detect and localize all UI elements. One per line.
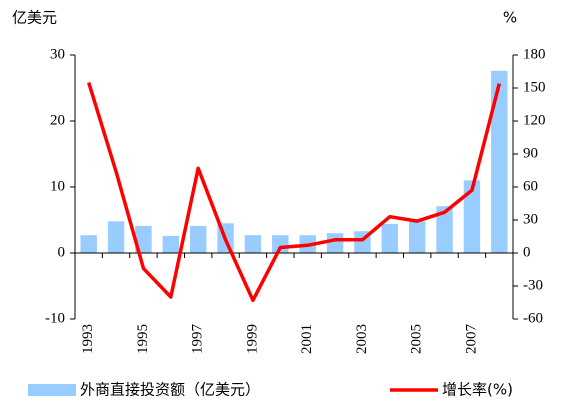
y2-tick-label: 30 — [523, 211, 538, 227]
y-tick-label: 0 — [58, 244, 66, 260]
y2-tick-label: 0 — [523, 244, 531, 260]
x-tick-label: 1999 — [244, 324, 260, 354]
y2-tick-label: 90 — [523, 145, 538, 161]
bar — [436, 206, 453, 253]
bar — [135, 225, 152, 253]
bar — [162, 235, 180, 253]
x-tick-label: 1993 — [80, 324, 96, 354]
y2-axis-title: % — [503, 9, 517, 27]
bar — [244, 235, 262, 253]
bar — [80, 235, 97, 253]
bar — [463, 180, 481, 253]
y2-tick-label: 120 — [523, 112, 546, 128]
y-tick-label: -10 — [45, 310, 65, 326]
x-tick-label: 1997 — [190, 324, 206, 355]
bar — [107, 221, 125, 253]
legend-swatch — [28, 384, 76, 396]
y-axis-title: 亿美元 — [12, 9, 57, 27]
y2-tick-label: 60 — [523, 178, 538, 194]
x-tick-label: 1995 — [135, 324, 151, 354]
x-tick-label: 2001 — [299, 324, 315, 354]
y2-tick-label: -30 — [523, 277, 543, 293]
y-tick-label: 30 — [50, 46, 65, 62]
y2-tick-label: 150 — [523, 79, 546, 95]
y2-tick-label: 180 — [523, 46, 546, 62]
line — [87, 81, 502, 303]
x-tick-label: 2007 — [463, 324, 479, 355]
legend-label: 外商直接投资额（亿美元） — [80, 381, 260, 399]
y-tick-label: 20 — [50, 112, 65, 128]
y-tick-label: 10 — [50, 178, 65, 194]
x-tick-label: 2003 — [354, 324, 370, 354]
bar — [381, 223, 399, 253]
bar — [189, 225, 207, 253]
bar — [326, 233, 344, 253]
legend-label: 增长率(%) — [442, 381, 513, 399]
x-tick-label: 2005 — [409, 324, 425, 354]
bar — [491, 70, 508, 253]
bar — [408, 221, 426, 253]
y2-tick-label: -60 — [523, 310, 543, 326]
